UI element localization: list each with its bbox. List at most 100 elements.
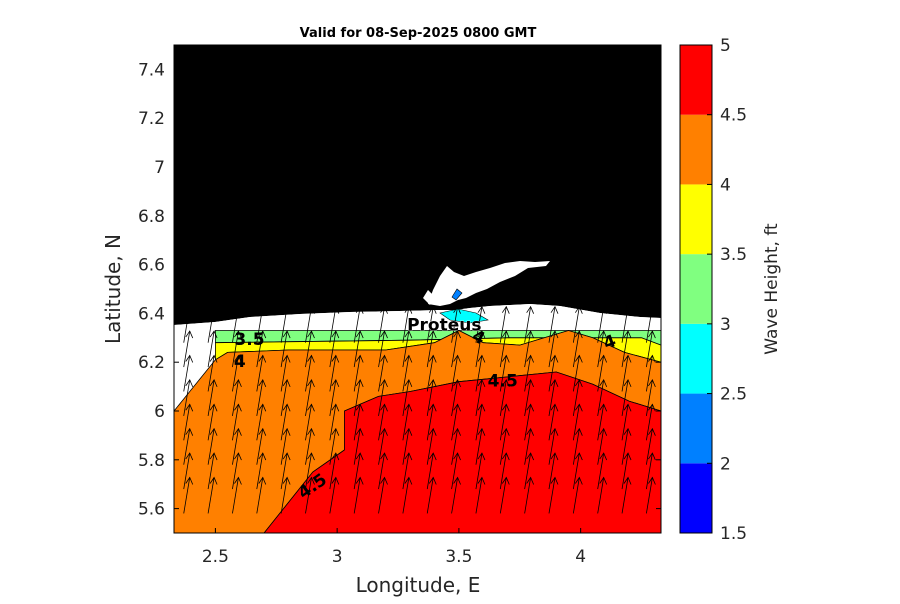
wind-arrow bbox=[451, 354, 461, 392]
wind-arrow bbox=[232, 330, 242, 368]
wind-arrow bbox=[305, 476, 315, 514]
wind-arrow bbox=[451, 305, 461, 343]
wind-arrow bbox=[451, 403, 461, 441]
wind-arrow bbox=[499, 403, 510, 441]
wind-arrow bbox=[305, 379, 315, 416]
y-tick-label: 6.2 bbox=[138, 353, 165, 373]
x-tick-label: 3 bbox=[332, 547, 343, 567]
colorbar-segment bbox=[680, 184, 712, 255]
colorbar-segment bbox=[680, 114, 712, 185]
wind-arrow bbox=[183, 330, 194, 368]
wind-arrow bbox=[232, 379, 242, 416]
y-tick-label: 6 bbox=[154, 402, 165, 422]
colorbar: 1.5 2 2.5 3 3.5 4 4.5 5 bbox=[679, 36, 747, 544]
wind-arrow bbox=[329, 452, 340, 490]
wave-height-bands bbox=[173, 330, 662, 534]
wind-arrow bbox=[280, 476, 291, 514]
colorbar-segment bbox=[680, 393, 712, 464]
wind-arrow bbox=[256, 452, 267, 490]
wind-arrow bbox=[232, 354, 242, 392]
wind-arrow bbox=[499, 305, 510, 343]
colorbar-tick-label: 2.5 bbox=[720, 385, 747, 405]
wind-arrow bbox=[426, 452, 437, 490]
wind-arrow bbox=[426, 354, 437, 392]
wind-arrow bbox=[305, 427, 315, 465]
y-tick-label: 7.2 bbox=[138, 109, 165, 129]
wind-arrow bbox=[207, 305, 218, 343]
wind-arrow bbox=[572, 305, 583, 343]
wind-arrow bbox=[475, 403, 486, 441]
wind-arrow bbox=[353, 403, 364, 441]
wind-arrow bbox=[645, 305, 656, 343]
wind-arrow bbox=[524, 403, 535, 441]
wind-arrow bbox=[597, 379, 608, 416]
wind-arrow bbox=[597, 354, 608, 392]
wind-arrow bbox=[645, 452, 656, 490]
wind-arrow bbox=[548, 354, 559, 392]
wind-arrow bbox=[597, 452, 608, 490]
wind-arrow bbox=[621, 476, 632, 514]
lagoon-inlet bbox=[423, 290, 434, 305]
colorbar-segment bbox=[680, 323, 712, 394]
wind-arrow bbox=[305, 452, 315, 490]
wind-arrow bbox=[451, 452, 461, 490]
colorbar-segment bbox=[680, 45, 712, 115]
wind-arrow bbox=[378, 476, 388, 514]
x-tick-label: 4 bbox=[575, 547, 586, 567]
wind-arrow bbox=[548, 452, 559, 490]
y-tick-label: 6.8 bbox=[138, 207, 165, 227]
wind-arrow bbox=[256, 354, 267, 392]
wind-arrow bbox=[232, 305, 242, 343]
colorbar-segment bbox=[680, 254, 712, 324]
band-4.5-5 bbox=[263, 371, 662, 534]
wind-arrow bbox=[621, 330, 632, 368]
wind-arrow bbox=[207, 354, 218, 392]
wind-arrow bbox=[524, 476, 535, 514]
wind-arrow bbox=[280, 427, 291, 465]
wind-arrow bbox=[305, 354, 315, 392]
colorbar-tick-label: 4 bbox=[720, 175, 731, 195]
wind-arrow bbox=[353, 379, 364, 416]
wind-arrow bbox=[183, 427, 194, 465]
wind-arrow bbox=[353, 305, 364, 343]
wind-arrow bbox=[207, 427, 218, 465]
wind-arrow bbox=[524, 427, 535, 465]
wind-arrow bbox=[499, 427, 510, 465]
wind-arrow bbox=[475, 330, 486, 368]
wind-arrow bbox=[183, 354, 194, 392]
wind-arrow bbox=[329, 354, 340, 392]
colorbar-tick-label: 1.5 bbox=[720, 524, 747, 544]
wind-arrow bbox=[280, 403, 291, 441]
wind-arrow bbox=[256, 403, 267, 441]
wind-arrow bbox=[207, 452, 218, 490]
wind-arrow bbox=[329, 379, 340, 416]
wind-arrow bbox=[572, 354, 583, 392]
wind-arrow bbox=[232, 403, 242, 441]
wind-arrow bbox=[353, 427, 364, 465]
land-polygon bbox=[174, 45, 661, 325]
wind-arrow bbox=[402, 354, 413, 392]
wind-arrow bbox=[524, 330, 535, 368]
wind-arrow bbox=[426, 427, 437, 465]
wind-arrow bbox=[402, 403, 413, 441]
y-tick-label: 6.4 bbox=[138, 304, 165, 324]
wind-arrow bbox=[572, 379, 583, 416]
colorbar-tick-label: 5 bbox=[720, 36, 731, 56]
wind-arrow bbox=[451, 476, 461, 514]
wind-arrow bbox=[572, 476, 583, 514]
wind-arrow bbox=[207, 330, 218, 368]
colorbar-label: Wave Height, ft bbox=[762, 223, 782, 355]
wind-arrow bbox=[451, 379, 461, 416]
wind-arrow bbox=[451, 330, 461, 368]
wind-arrow bbox=[329, 427, 340, 465]
wind-arrow bbox=[645, 379, 656, 416]
wind-arrow bbox=[402, 452, 413, 490]
wind-arrow bbox=[621, 354, 632, 392]
wind-arrow bbox=[280, 354, 291, 392]
wind-arrow bbox=[524, 305, 535, 343]
wind-arrow bbox=[645, 403, 656, 441]
wind-arrow bbox=[256, 305, 267, 343]
wind-arrow bbox=[305, 305, 315, 343]
wind-arrow bbox=[475, 476, 486, 514]
wind-arrow bbox=[645, 427, 656, 465]
